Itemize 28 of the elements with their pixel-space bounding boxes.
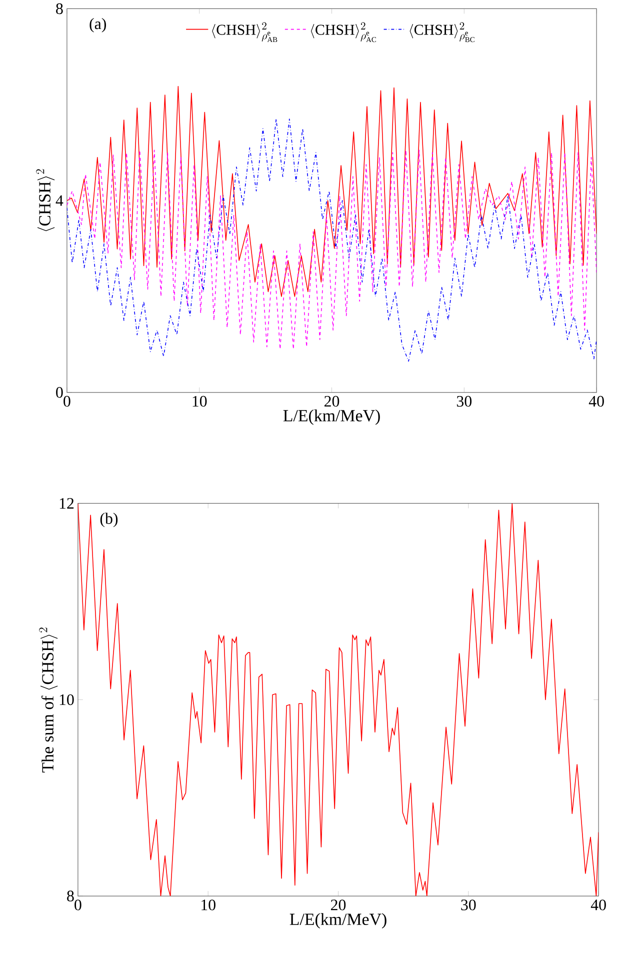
x-tick-label: 0 — [74, 900, 82, 910]
x-tick-label: 30 — [457, 396, 472, 407]
y-axis-title: $\mbox{The sum of }\langle\mathrm{CHSH}\rangle^{2}$ — [39, 628, 58, 772]
x-tick-label: 10 — [193, 396, 207, 407]
y-tick-label: 10 — [60, 694, 74, 706]
x-axis-title: L/E(km/MeV) — [290, 913, 387, 928]
y-tick-label: 4 — [56, 195, 64, 206]
legend-label: $\langle\mathrm{CHSH}\rangle^{2}_{\rho^{\mathrm{e}}_{\mathrm{AC}}}$ — [311, 22, 376, 42]
legend-label: $\langle\mathrm{CHSH}\rangle^{2}_{\rho^{\mathrm{e}}_{\mathrm{AB}}}$ — [212, 22, 278, 42]
line-series — [67, 118, 597, 362]
y-tick-label: 12 — [60, 498, 74, 509]
y-axis-title: $\langle\mathrm{CHSH}\rangle^{2}$ — [36, 169, 55, 232]
annotation: (a) — [90, 18, 106, 32]
y-tick-label: 8 — [56, 3, 64, 14]
y-tick-label: 8 — [67, 890, 74, 902]
annotation: (b) — [100, 512, 118, 528]
line-series — [78, 503, 599, 896]
x-tick-label: 20 — [324, 396, 340, 407]
x-tick-label: 30 — [461, 900, 476, 910]
x-tick-label: 40 — [591, 900, 606, 910]
x-axis-title: L/E(km/MeV) — [284, 410, 380, 425]
x-tick-label: 10 — [202, 900, 216, 910]
legend-label: $\langle\mathrm{CHSH}\rangle^{2}_{\rho^{\mathrm{e}}_{\mathrm{BC}}}$ — [410, 22, 475, 42]
y-tick-label: 0 — [56, 387, 64, 398]
line-series — [67, 86, 597, 297]
line-series — [67, 150, 597, 350]
x-tick-label: 40 — [589, 396, 604, 407]
x-tick-label: 20 — [331, 900, 346, 910]
